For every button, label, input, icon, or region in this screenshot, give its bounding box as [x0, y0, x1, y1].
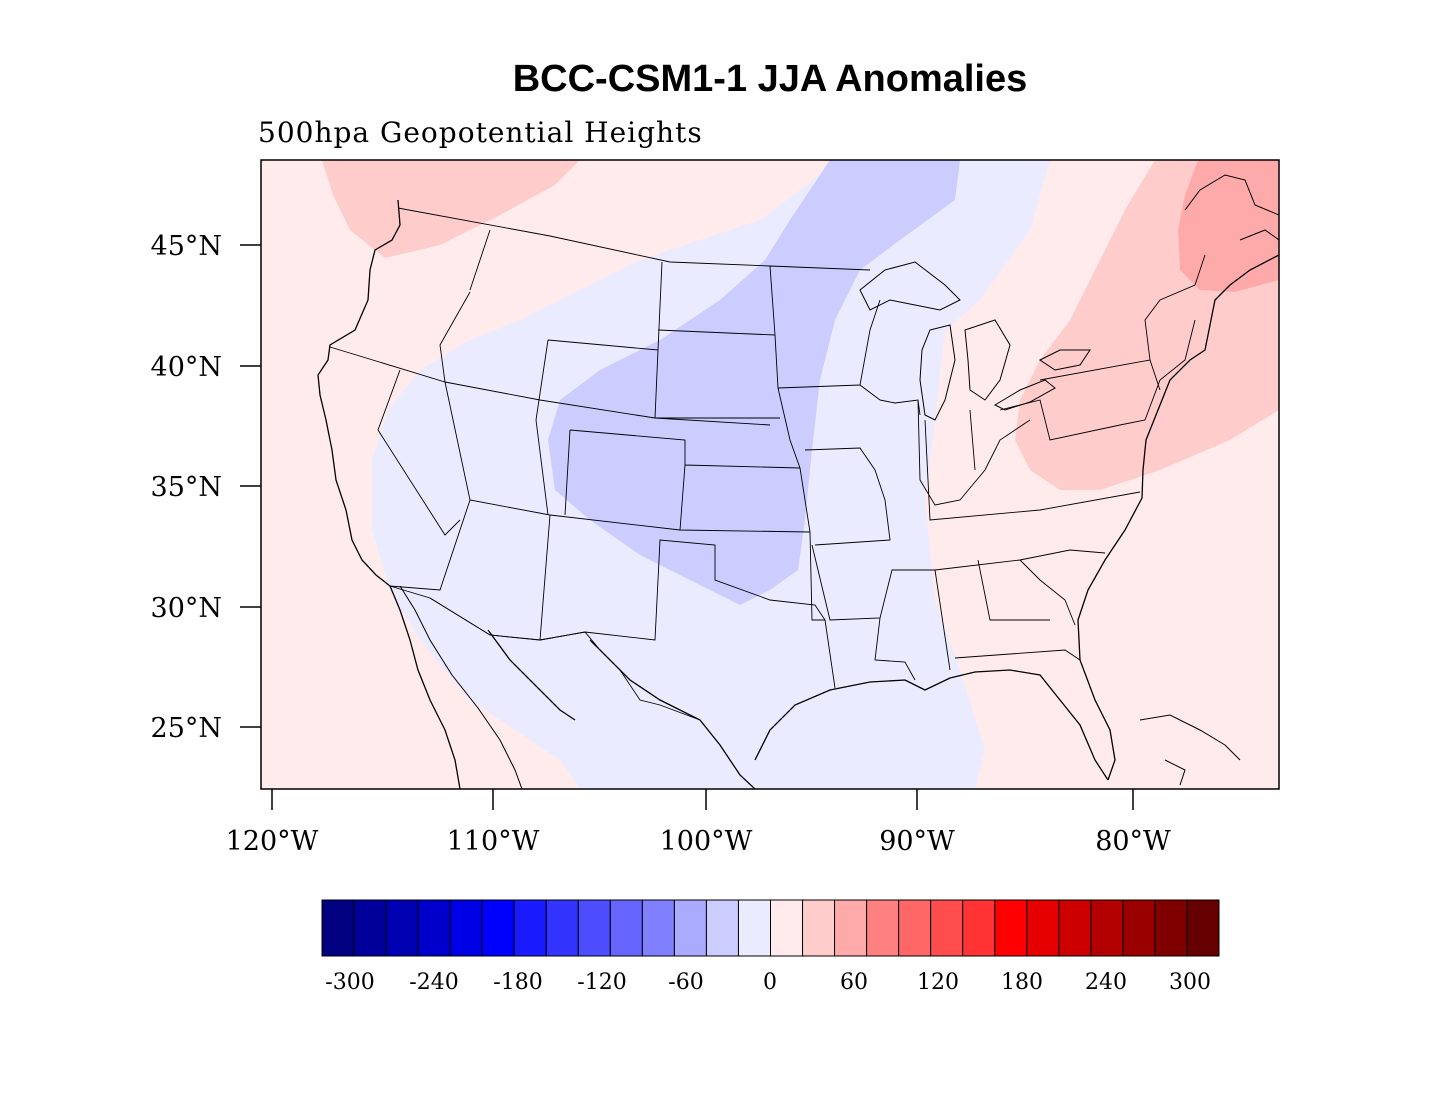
colorbar-swatch [770, 899, 804, 957]
lat-tick-label: 25°N [151, 713, 222, 744]
strong-negative-anomaly-region [548, 160, 960, 605]
atlantic-coastline [1077, 254, 1279, 781]
colorbar-swatch [1154, 899, 1188, 957]
colorbar-swatch [481, 899, 515, 957]
lon-tick-label: 100°W [660, 826, 753, 857]
colorbar-label: 0 [763, 970, 777, 995]
pacific-coastline [317, 199, 461, 789]
colorbar-label: 240 [1085, 970, 1127, 995]
lon-tick-label: 120°W [226, 826, 319, 857]
lat-tick-label: 40°N [151, 352, 222, 383]
colorbar-label: 180 [1001, 970, 1043, 995]
colorbar-label: -60 [668, 970, 703, 995]
colorbar-label: 120 [917, 970, 959, 995]
colorbar-swatch [673, 899, 707, 957]
latitude-axis: 45°N 40°N 35°N 30°N 25°N [151, 231, 261, 744]
colorbar-swatch [994, 899, 1028, 957]
mexico-border [389, 585, 701, 721]
longitude-axis: 120°W 110°W 100°W 90°W 80°W [226, 789, 1171, 857]
great-lakes [859, 261, 1091, 421]
colorbar-swatch [385, 899, 419, 957]
colorbar-swatch [737, 899, 772, 957]
colorbar-swatch [802, 899, 836, 957]
colorbar-labels: -300 -240 -180 -120 -60 0 60 120 180 240… [325, 970, 1211, 995]
colorbar-swatch [834, 899, 868, 957]
colorbar-label: -300 [325, 970, 374, 995]
lat-tick-label: 35°N [151, 472, 222, 503]
positive-anomaly-northwest-region [322, 160, 580, 258]
colorbar-swatch [513, 899, 547, 957]
florida-keys-cuba [1139, 714, 1241, 786]
colorbar-swatch [577, 899, 611, 957]
colorbar-label: 300 [1169, 970, 1211, 995]
colorbar-label: 60 [840, 970, 868, 995]
colorbar-swatch [962, 899, 996, 957]
colorbar-swatch [641, 899, 675, 957]
baja-peninsula [399, 585, 523, 789]
colorbar-swatch [898, 899, 932, 957]
colorbar-swatch [449, 899, 483, 957]
colorbar-swatch [545, 899, 579, 957]
colorbar-swatch [705, 899, 739, 957]
chart-title: BCC-CSM1-1 JJA Anomalies [512, 58, 1028, 100]
colorbar-swatch [1026, 899, 1060, 957]
colorbar-label: -120 [577, 970, 626, 995]
colorbar-swatch [1186, 899, 1220, 957]
colorbar-label: -180 [493, 970, 542, 995]
map-frame [260, 159, 1280, 790]
lon-tick-label: 80°W [1095, 826, 1171, 857]
maritimes-coast [1184, 174, 1279, 241]
colorbar [321, 899, 1220, 957]
colorbar-swatch [1122, 899, 1156, 957]
colorbar-swatch [930, 899, 964, 957]
colorbar-swatch [417, 899, 451, 957]
colorbar-swatch [1058, 899, 1092, 957]
lon-tick-label: 110°W [447, 826, 540, 857]
lon-tick-label: 90°W [879, 826, 955, 857]
map-panel [261, 160, 1279, 789]
colorbar-swatch [353, 899, 387, 957]
strong-positive-anomaly-maritimes-region [1178, 160, 1279, 292]
colorbar-swatch [866, 899, 900, 957]
colorbar-swatch [609, 899, 643, 957]
colorbar-label: -240 [409, 970, 458, 995]
colorbar-swatch [321, 899, 355, 957]
lat-tick-label: 45°N [151, 231, 222, 262]
colorbar-swatch [1090, 899, 1124, 957]
lat-tick-label: 30°N [151, 593, 222, 624]
chart-subtitle: 500hpa Geopotential Heights [258, 116, 703, 149]
